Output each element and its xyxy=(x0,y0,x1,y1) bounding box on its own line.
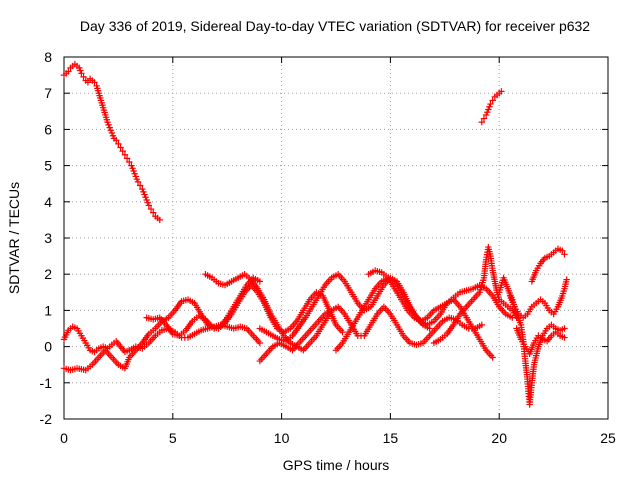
data-point xyxy=(119,147,126,155)
y-tick-labels: -2 -1 0 1 2 3 4 5 6 7 8 xyxy=(40,49,53,427)
y-tick-label: 1 xyxy=(44,302,52,318)
data-point xyxy=(478,321,485,329)
data-point xyxy=(145,202,153,209)
series xyxy=(202,271,333,354)
series xyxy=(528,245,568,285)
data-point xyxy=(559,247,566,254)
data-point xyxy=(65,68,72,75)
data-point xyxy=(339,328,346,336)
series xyxy=(430,243,520,347)
y-tick-label: -1 xyxy=(40,375,53,391)
data-marks xyxy=(60,61,570,408)
data-point xyxy=(115,140,122,148)
data-point xyxy=(123,155,131,162)
data-point xyxy=(156,216,163,224)
data-point xyxy=(147,205,155,213)
data-point xyxy=(487,100,494,108)
x-tick-labels: 0 5 10 15 20 25 xyxy=(60,430,616,446)
data-point xyxy=(561,334,568,341)
series xyxy=(256,303,485,365)
data-point xyxy=(91,79,98,86)
axis-ticks xyxy=(63,56,609,420)
data-point xyxy=(117,144,124,151)
x-tick-label: 10 xyxy=(274,430,290,446)
data-point xyxy=(478,118,485,126)
series xyxy=(478,88,505,126)
data-point xyxy=(489,97,496,104)
data-point xyxy=(498,88,505,95)
x-tick-label: 20 xyxy=(491,430,507,446)
y-tick-label: 4 xyxy=(44,194,52,210)
data-point xyxy=(489,354,496,361)
series xyxy=(506,276,570,321)
y-tick-label: 3 xyxy=(44,230,52,246)
data-point xyxy=(256,278,264,285)
data-point xyxy=(480,115,488,122)
x-axis-label: GPS time / hours xyxy=(283,457,390,473)
series xyxy=(60,61,163,224)
series xyxy=(365,267,516,325)
data-point xyxy=(256,339,264,347)
chart-title: Day 336 of 2019, Sidereal Day-to-day VTE… xyxy=(80,18,590,34)
y-tick-label: 2 xyxy=(44,266,52,282)
y-tick-label: -2 xyxy=(40,411,53,427)
data-point xyxy=(134,178,142,186)
y-tick-label: 7 xyxy=(44,85,52,101)
data-point xyxy=(113,137,120,144)
data-point xyxy=(80,73,87,81)
y-tick-label: 0 xyxy=(44,339,52,355)
y-tick-label: 8 xyxy=(44,49,52,65)
series xyxy=(513,325,568,358)
data-point xyxy=(126,158,133,166)
data-point xyxy=(121,151,129,158)
data-point xyxy=(561,325,568,332)
data-point xyxy=(78,70,85,77)
data-point xyxy=(136,182,144,189)
x-tick-label: 15 xyxy=(383,430,399,446)
y-tick-label: 5 xyxy=(44,158,52,174)
x-tick-label: 25 xyxy=(600,430,616,446)
x-tick-label: 0 xyxy=(60,430,68,446)
data-point xyxy=(84,79,92,86)
y-tick-label: 6 xyxy=(44,121,52,137)
data-point xyxy=(563,276,570,283)
data-point xyxy=(150,209,157,216)
data-point xyxy=(561,251,568,258)
x-tick-label: 5 xyxy=(169,430,177,446)
y-axis-label: SDTVAR / TECUs xyxy=(6,182,22,294)
